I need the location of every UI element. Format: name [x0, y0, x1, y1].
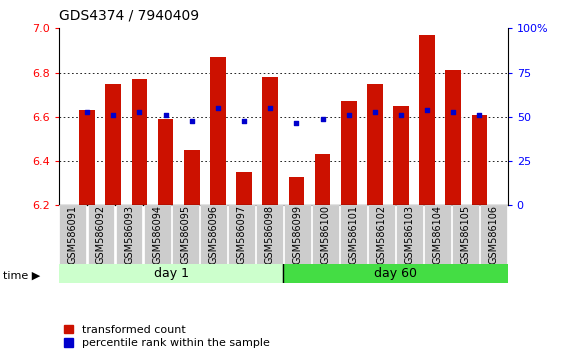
Bar — [315, 154, 330, 205]
Text: day 60: day 60 — [374, 267, 417, 280]
Point — [397, 112, 406, 118]
Text: GSM586093: GSM586093 — [124, 205, 134, 264]
Point — [422, 107, 431, 113]
Bar — [340, 205, 367, 264]
Text: GSM586103: GSM586103 — [404, 205, 415, 264]
Text: GSM586106: GSM586106 — [489, 205, 499, 264]
Point — [82, 110, 91, 115]
Point — [213, 105, 222, 111]
Bar — [228, 205, 255, 264]
Text: GSM586098: GSM586098 — [264, 205, 274, 264]
Bar — [312, 205, 339, 264]
Bar — [200, 205, 227, 264]
Text: GSM586105: GSM586105 — [461, 205, 471, 264]
Bar — [184, 150, 200, 205]
Point — [266, 105, 275, 111]
Bar — [393, 106, 409, 205]
Point — [240, 118, 249, 124]
Text: GSM586091: GSM586091 — [68, 205, 78, 264]
Text: GSM586102: GSM586102 — [376, 205, 387, 264]
Bar — [368, 205, 395, 264]
Text: GSM586092: GSM586092 — [96, 205, 106, 264]
Bar — [158, 119, 173, 205]
Point — [187, 118, 196, 124]
Point — [135, 110, 144, 115]
Point — [292, 121, 301, 126]
Text: GSM586095: GSM586095 — [180, 205, 190, 264]
Point — [161, 112, 170, 118]
Text: GSM586099: GSM586099 — [292, 205, 302, 264]
Point — [109, 112, 118, 118]
Bar — [132, 79, 148, 205]
Point — [370, 110, 379, 115]
Bar — [480, 205, 507, 264]
Bar — [172, 205, 199, 264]
Text: GSM586101: GSM586101 — [348, 205, 358, 264]
Bar — [59, 264, 283, 283]
Text: day 1: day 1 — [154, 267, 188, 280]
Bar — [424, 205, 451, 264]
Bar — [288, 177, 304, 205]
Bar — [144, 205, 171, 264]
Text: GSM586097: GSM586097 — [236, 205, 246, 264]
Point — [475, 112, 484, 118]
Bar — [284, 205, 311, 264]
Text: GSM586100: GSM586100 — [320, 205, 330, 264]
Point — [318, 116, 327, 122]
Bar — [341, 101, 357, 205]
Text: GSM586096: GSM586096 — [208, 205, 218, 264]
Text: GDS4374 / 7940409: GDS4374 / 7940409 — [59, 9, 199, 23]
Text: time ▶: time ▶ — [3, 270, 40, 280]
Bar — [59, 205, 86, 264]
Bar — [88, 205, 114, 264]
Bar — [445, 70, 461, 205]
Text: GSM586094: GSM586094 — [152, 205, 162, 264]
Bar — [419, 35, 435, 205]
Bar — [472, 115, 488, 205]
Bar — [452, 205, 479, 264]
Bar — [256, 205, 283, 264]
Bar — [236, 172, 252, 205]
Bar — [396, 205, 423, 264]
Point — [344, 112, 353, 118]
Bar — [367, 84, 383, 205]
Text: GSM586104: GSM586104 — [433, 205, 443, 264]
Bar — [210, 57, 226, 205]
Bar — [105, 84, 121, 205]
Point — [449, 110, 458, 115]
Bar — [79, 110, 95, 205]
Legend: transformed count, percentile rank within the sample: transformed count, percentile rank withi… — [65, 325, 270, 348]
Bar — [283, 264, 508, 283]
Bar — [263, 77, 278, 205]
Bar — [116, 205, 142, 264]
